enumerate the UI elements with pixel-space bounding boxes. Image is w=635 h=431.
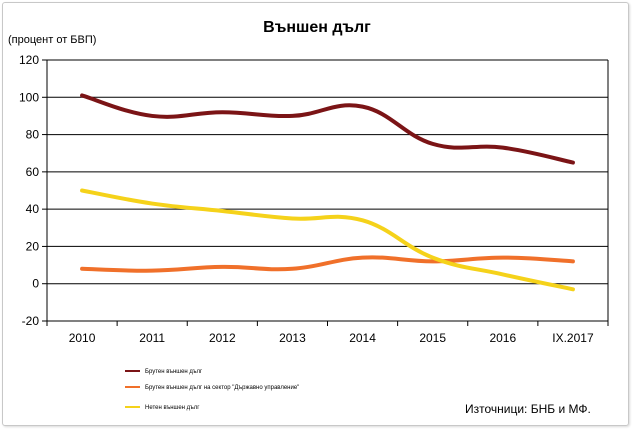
series-line-2 — [80, 188, 575, 292]
gridlines — [42, 59, 608, 322]
series-line-0 — [80, 93, 575, 165]
y-tick-label-7: 120 — [19, 53, 39, 67]
x-tick-label-3: 2013 — [279, 331, 306, 345]
y-tick-label-3: 40 — [26, 202, 40, 216]
x-tick-label-1: 2011 — [139, 331, 165, 345]
legend: Брутен външен дълг Брутен външен дълг на … — [125, 369, 299, 411]
x-tick-label-5: 2015 — [419, 331, 446, 345]
x-tick-label-0: 2010 — [69, 331, 96, 345]
x-tick-label-7: IX.2017 — [552, 331, 594, 345]
source-note: Източници: БНБ и МФ. — [465, 402, 591, 416]
y-tick-labels: -20 0 20 40 60 80 100 120 — [19, 53, 39, 328]
legend-label-1: Брутен външен дълг на сектор "Държавно у… — [145, 385, 299, 391]
y-tick-label-6: 100 — [19, 90, 39, 104]
y-tick-label-0: -20 — [22, 314, 40, 328]
y-axis-label: (процент от БВП) — [8, 34, 96, 46]
axes — [46, 60, 609, 321]
legend-label-0: Брутен външен дълг — [145, 369, 203, 375]
series-lines — [80, 93, 575, 292]
x-tick-label-2: 2012 — [209, 331, 236, 345]
series-line-1 — [80, 255, 575, 273]
x-tick-label-6: 2016 — [489, 331, 516, 345]
chart-title: Външен дълг — [263, 19, 371, 36]
x-tick-label-4: 2014 — [349, 331, 376, 345]
chart-frame — [2, 2, 629, 426]
x-tick-labels: 2010 2011 2012 2013 2014 2015 2016 IX.2017 — [46, 321, 609, 345]
y-tick-label-5: 80 — [26, 128, 40, 142]
y-tick-label-1: 0 — [32, 277, 39, 291]
legend-label-2: Нетен външен дълг — [145, 405, 200, 411]
y-tick-label-2: 20 — [26, 239, 40, 253]
y-tick-label-4: 60 — [26, 165, 40, 179]
